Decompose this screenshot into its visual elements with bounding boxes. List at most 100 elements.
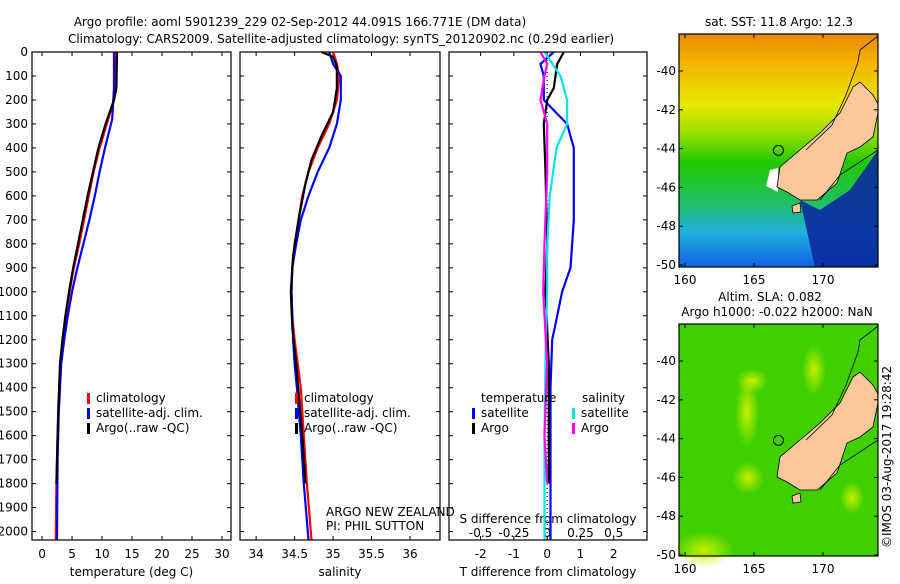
bathymetry-contour [819,439,879,491]
lat-tick-label: -44 [656,142,676,156]
y-tick-label: 1800 [0,477,28,491]
y-tick-label: 400 [5,141,28,155]
x-axis-label: salinity [318,565,361,579]
plot-frame [239,51,441,541]
plot-frame [31,51,232,541]
y-tick-label: 1100 [0,309,28,323]
legend-swatch [472,423,475,434]
x-tick-label: 34.5 [281,547,308,561]
legend-swatch [295,393,298,404]
series-s-argo [539,51,549,484]
series-climatology [290,51,341,541]
x-axis-label: T difference from climatology [459,565,637,579]
legend-header: salinity [582,391,625,405]
land-stewart-island [791,202,802,214]
x-tick-label: 15 [124,547,139,561]
series-climatology [54,52,117,541]
x-tick-label: 20 [154,547,169,561]
lat-tick-label: -50 [656,258,676,272]
lon-tick-label: 160 [674,562,697,576]
bathymetry-contour [805,35,879,151]
lat-tick-label: -50 [656,548,676,562]
lat-tick-label: -40 [656,64,676,78]
y-tick-label: 1200 [0,333,28,347]
x-tick-label: 34 [249,547,264,561]
legend-swatch [472,408,475,419]
lat-tick-label: -44 [656,432,676,446]
lat-tick-label: -46 [656,470,676,484]
legend-label: satellite-adj. clim. [304,406,411,420]
s-tick-label: 0 [543,526,551,540]
y-tick-label: 100 [5,69,28,83]
s-tick-label: 0.5 [604,526,623,540]
legend-label: satellite [481,406,529,420]
x-tick-label: 0 [38,547,46,561]
sst-map-title: sat. SST: 11.8 Argo: 12.3 [705,15,853,29]
x-tick-label: 35 [325,547,340,561]
lon-tick-label: 170 [812,562,835,576]
y-tick-label: 1400 [0,381,28,395]
bathymetry-contour [805,325,879,441]
lon-tick-label: 170 [812,273,835,287]
lat-tick-label: -42 [656,393,676,407]
legend-label: Argo [581,421,609,435]
y-tick-label: 200 [5,93,28,107]
plot-frame [448,51,648,541]
argo-position-marker [772,144,784,156]
lat-tick-label: -42 [656,103,676,117]
sla-map: Altim. SLA: 0.082 Argo h1000: -0.022 h20… [656,290,879,576]
lon-tick-label: 165 [743,562,766,576]
temperature-panel: 0100200300400500600700800900100011001200… [0,45,232,579]
x-tick-label: 25 [184,547,199,561]
y-tick-label: 900 [5,261,28,275]
x-tick-label: 2 [610,547,618,561]
x-tick-label: 35.5 [358,547,385,561]
sla-map-title-1: Altim. SLA: 0.082 [718,290,822,304]
annotation: PI: PHIL SUTTON [326,519,424,533]
y-tick-label: 1500 [0,405,28,419]
title-line2: Climatology: CARS2009. Satellite-adjuste… [68,32,614,46]
legend-header: temperature [481,391,556,405]
x-tick-label: 30 [214,547,229,561]
x-axis-label: temperature (deg C) [70,565,193,579]
x-tick-label: 5 [68,547,76,561]
sla-map-title-2: Argo h1000: -0.022 h2000: NaN [681,305,873,319]
legend-label: Argo(..raw -QC) [96,421,189,435]
land-stewart-island [791,492,802,504]
legend-label: Argo [481,421,509,435]
y-tick-label: 0 [20,45,28,59]
x-tick-label: -2 [475,547,487,561]
legend-swatch [572,423,575,434]
y-tick-label: 1000 [0,285,28,299]
lat-tick-label: -46 [656,180,676,194]
series-satellite-adj-clim- [290,51,342,541]
y-tick-label: 300 [5,117,28,131]
legend-label: climatology [304,391,374,405]
s-tick-label: -0.5 [469,526,492,540]
legend-swatch [87,393,90,404]
y-tick-label: 700 [5,213,28,227]
salinity-panel: 34 34.5 35 35.5 36 salinity climatologysatelli… [239,50,455,579]
legend-swatch [295,423,298,434]
x-tick-label: 0 [543,547,551,561]
legend-swatch [87,408,90,419]
legend-swatch [87,423,90,434]
legend-label: satellite-adj. clim. [96,406,203,420]
y-tick-label: 1300 [0,357,28,371]
s-tick-label: 0.25 [567,526,594,540]
lon-tick-label: 160 [674,273,697,287]
lat-tick-label: -40 [656,354,676,368]
legend-label: Argo(..raw -QC) [304,421,397,435]
x-tick-label: 1 [577,547,585,561]
y-tick-label: 800 [5,237,28,251]
series-argo-raw-qc- [289,50,338,484]
legend-swatch [572,408,575,419]
s-tick-label: -0.25 [498,526,529,540]
s-axis-label: S difference from climatology [460,512,637,526]
lat-tick-label: -48 [656,509,676,523]
difference-panel: -2 -1 0 1 2 T difference from climatology -0.5… [448,51,648,579]
argo-position-marker [772,434,784,446]
title-line1: Argo profile: aoml 5901239_229 02-Sep-20… [74,15,526,29]
x-tick-label: 10 [94,547,109,561]
